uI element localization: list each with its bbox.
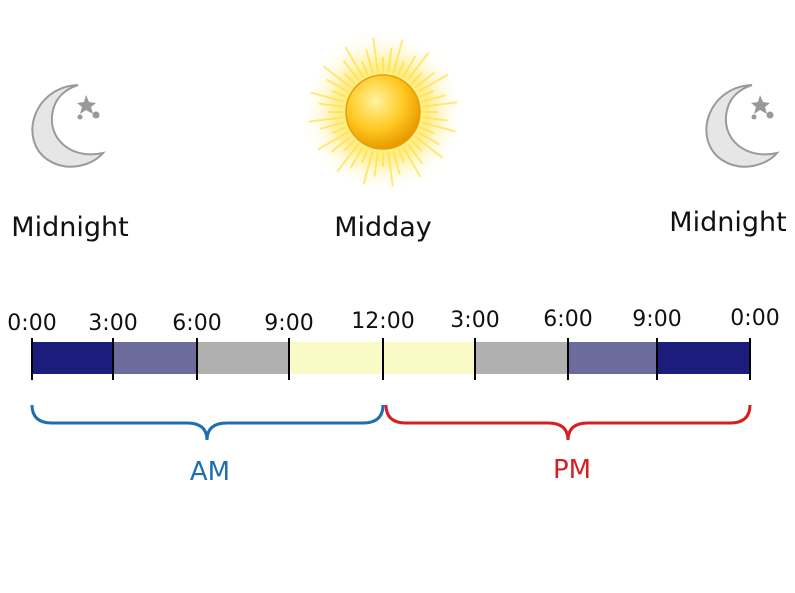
sun-ray xyxy=(318,102,344,108)
sun-ray xyxy=(310,91,345,103)
sun-ray xyxy=(414,71,436,89)
sun-ray xyxy=(419,126,435,134)
moon-icon xyxy=(705,84,778,168)
sun-ray xyxy=(308,116,344,123)
sun-ray xyxy=(421,121,456,133)
sun-ray xyxy=(342,59,360,81)
sun-ray xyxy=(397,148,405,164)
pm-brace xyxy=(384,404,752,441)
sun-ray xyxy=(414,135,444,159)
sun-ray xyxy=(362,150,374,185)
sun-ray xyxy=(387,151,394,187)
sun-ray xyxy=(361,60,369,76)
sun-ray xyxy=(410,139,423,152)
am-label: AM xyxy=(190,457,230,487)
sun-ray xyxy=(422,116,448,122)
sun-ray xyxy=(402,146,422,178)
midnight-label: Midnight xyxy=(669,207,786,238)
am-brace xyxy=(30,404,385,441)
sun-ray xyxy=(322,65,352,89)
sun-ray xyxy=(317,131,349,151)
midnight-label: Midnight xyxy=(11,212,128,243)
sun-ray xyxy=(406,143,424,165)
sun-ray xyxy=(326,78,349,93)
time-label: 3:00 xyxy=(450,308,499,333)
timeline-bar xyxy=(32,342,750,374)
time-label: 0:00 xyxy=(7,311,56,336)
sun-ray xyxy=(392,39,404,74)
time-label: 6:00 xyxy=(172,311,221,336)
pm-label: PM xyxy=(553,455,591,485)
sun-ray xyxy=(417,73,449,93)
sun-ray xyxy=(392,150,401,176)
time-label: 3:00 xyxy=(88,311,137,336)
sun-ray xyxy=(417,131,440,146)
moon-icon xyxy=(31,84,104,168)
sun-ray xyxy=(331,126,347,134)
sun-ray xyxy=(422,101,458,108)
sun-ray xyxy=(372,37,379,73)
time-label: 6:00 xyxy=(543,307,592,332)
sun-ray xyxy=(410,72,423,85)
time-label: 9:00 xyxy=(632,307,681,332)
sun-icon xyxy=(301,30,465,194)
sun-ray xyxy=(319,121,345,130)
time-label: 9:00 xyxy=(264,311,313,336)
sun-ray xyxy=(336,143,360,173)
sun-ray xyxy=(387,47,393,73)
sun-ray xyxy=(343,72,356,85)
sun-ray xyxy=(406,51,430,81)
sun-ray xyxy=(343,139,356,152)
sun-ray xyxy=(397,60,405,76)
sun-ray xyxy=(349,146,364,169)
midday-label: Midday xyxy=(334,212,432,243)
sun-ray xyxy=(344,46,364,78)
sun-ray xyxy=(402,55,417,78)
sun-ray xyxy=(361,148,369,164)
sun-ray xyxy=(331,90,347,98)
sun-ray xyxy=(421,94,447,103)
time-label: 0:00 xyxy=(730,306,779,331)
time-label: 12:00 xyxy=(351,309,414,334)
sun-ray xyxy=(373,151,379,177)
sun-ray xyxy=(365,48,374,74)
sun-ray xyxy=(419,90,435,98)
sun-ray xyxy=(330,135,352,153)
